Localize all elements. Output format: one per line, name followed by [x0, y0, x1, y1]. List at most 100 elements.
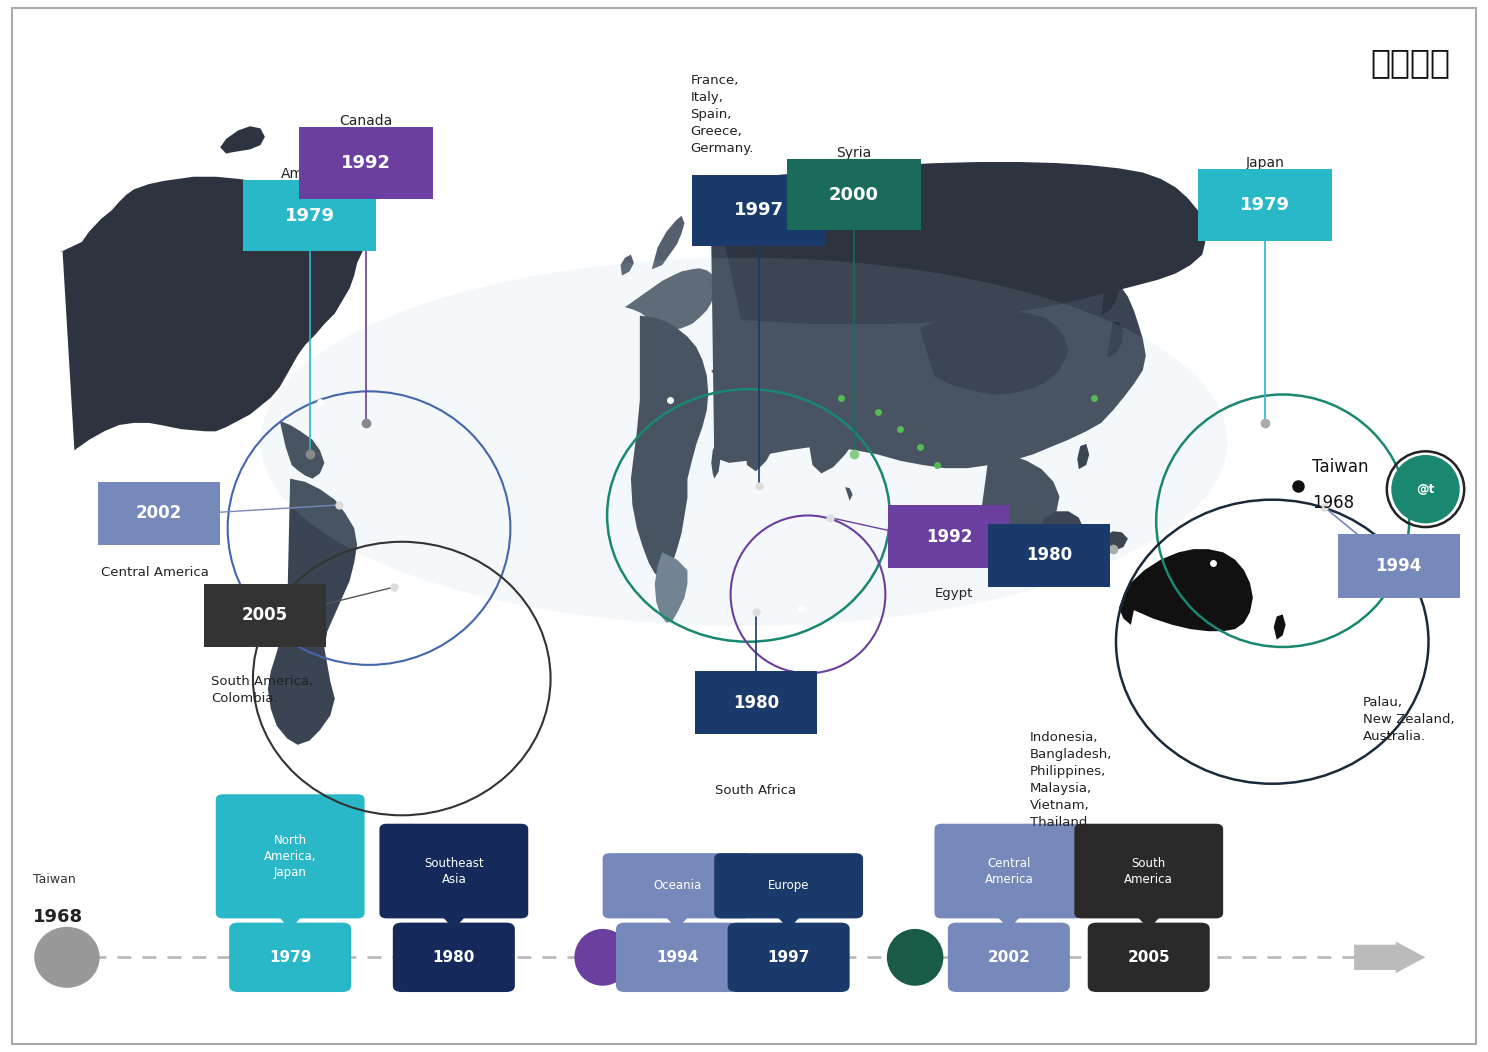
Polygon shape — [809, 377, 866, 473]
Polygon shape — [711, 223, 1146, 468]
FancyBboxPatch shape — [616, 923, 738, 992]
Polygon shape — [994, 913, 1024, 929]
Text: America: America — [281, 167, 338, 181]
Polygon shape — [631, 316, 708, 579]
Polygon shape — [711, 368, 777, 416]
Text: 1980: 1980 — [1027, 546, 1071, 565]
Polygon shape — [711, 444, 720, 479]
Text: 1968: 1968 — [33, 908, 83, 926]
Text: 1979: 1979 — [1240, 196, 1290, 215]
Text: Central
America: Central America — [985, 856, 1033, 886]
Polygon shape — [711, 162, 1205, 324]
FancyBboxPatch shape — [948, 923, 1070, 992]
Polygon shape — [625, 268, 717, 330]
FancyBboxPatch shape — [1198, 169, 1332, 241]
Text: Taiwan: Taiwan — [33, 873, 76, 886]
Ellipse shape — [260, 258, 1228, 626]
Text: 1994: 1994 — [1375, 557, 1423, 575]
Polygon shape — [1101, 282, 1119, 316]
Polygon shape — [845, 487, 853, 501]
Text: 1980: 1980 — [433, 950, 475, 965]
Polygon shape — [774, 913, 804, 929]
FancyBboxPatch shape — [229, 923, 351, 992]
Text: Syria: Syria — [836, 146, 872, 160]
Text: France,
Italy,
Spain,
Greece,
Germany.: France, Italy, Spain, Greece, Germany. — [690, 74, 754, 155]
Text: Canada: Canada — [339, 115, 393, 128]
Polygon shape — [1274, 614, 1286, 640]
Ellipse shape — [574, 929, 631, 986]
Text: 1979: 1979 — [269, 950, 311, 965]
Polygon shape — [1077, 444, 1089, 469]
Polygon shape — [275, 913, 305, 929]
Polygon shape — [652, 216, 684, 269]
Polygon shape — [439, 913, 469, 929]
FancyBboxPatch shape — [787, 159, 921, 230]
Text: 1992: 1992 — [341, 154, 391, 173]
Polygon shape — [979, 450, 1059, 545]
FancyBboxPatch shape — [98, 482, 220, 545]
Polygon shape — [655, 552, 687, 623]
Text: Taiwan: Taiwan — [1312, 458, 1369, 476]
Text: Japan: Japan — [1245, 157, 1284, 170]
FancyBboxPatch shape — [243, 180, 376, 251]
Ellipse shape — [887, 929, 943, 986]
Polygon shape — [60, 177, 375, 450]
Polygon shape — [1134, 913, 1164, 929]
Polygon shape — [1039, 511, 1083, 539]
Text: 2002: 2002 — [135, 504, 183, 523]
Polygon shape — [620, 255, 634, 276]
Text: North
America,
Japan: North America, Japan — [263, 834, 317, 878]
Text: 2002: 2002 — [988, 950, 1030, 965]
FancyBboxPatch shape — [934, 824, 1083, 918]
FancyBboxPatch shape — [692, 175, 826, 246]
FancyBboxPatch shape — [216, 794, 365, 918]
FancyBboxPatch shape — [379, 824, 528, 918]
Text: @t: @t — [1417, 483, 1434, 495]
Polygon shape — [268, 479, 357, 745]
Text: Southeast
Asia: Southeast Asia — [424, 856, 484, 886]
Text: Europe: Europe — [768, 879, 809, 892]
FancyBboxPatch shape — [888, 505, 1010, 568]
Text: 1968: 1968 — [1312, 494, 1354, 512]
FancyBboxPatch shape — [603, 853, 751, 918]
FancyBboxPatch shape — [1088, 923, 1210, 992]
FancyBboxPatch shape — [204, 584, 326, 647]
Polygon shape — [220, 126, 265, 154]
Polygon shape — [280, 421, 324, 479]
FancyArrow shape — [1354, 942, 1426, 973]
Text: 1997: 1997 — [734, 201, 784, 220]
Text: South America,
Colombia.: South America, Colombia. — [211, 675, 314, 706]
Text: South Africa: South Africa — [716, 784, 796, 796]
FancyBboxPatch shape — [728, 923, 850, 992]
FancyBboxPatch shape — [1338, 534, 1460, 598]
FancyBboxPatch shape — [1074, 824, 1223, 918]
Polygon shape — [1107, 322, 1123, 358]
Ellipse shape — [34, 927, 100, 988]
Text: Indonesia,
Bangladesh,
Philippines,
Malaysia,
Vietnam,
Thailand.: Indonesia, Bangladesh, Philippines, Mala… — [1030, 731, 1112, 829]
Text: 外錠資歷: 外錠資歷 — [1370, 46, 1451, 80]
Text: 2005: 2005 — [243, 606, 287, 625]
Text: 1992: 1992 — [926, 527, 973, 546]
Text: 1980: 1980 — [734, 693, 778, 712]
Text: Egypt: Egypt — [934, 587, 973, 600]
Text: Palau,
New Zealand,
Australia.: Palau, New Zealand, Australia. — [1363, 696, 1455, 744]
FancyBboxPatch shape — [695, 671, 817, 734]
FancyBboxPatch shape — [299, 127, 433, 199]
Text: 1979: 1979 — [284, 206, 335, 225]
Polygon shape — [741, 410, 777, 471]
Text: Oceania: Oceania — [653, 879, 701, 892]
FancyBboxPatch shape — [393, 923, 515, 992]
Text: 2005: 2005 — [1128, 950, 1170, 965]
Polygon shape — [662, 913, 692, 929]
FancyBboxPatch shape — [714, 853, 863, 918]
Text: 1994: 1994 — [656, 950, 698, 965]
Text: Central America: Central America — [101, 566, 208, 579]
Ellipse shape — [1391, 454, 1460, 523]
Polygon shape — [1098, 531, 1128, 553]
Text: 2000: 2000 — [829, 185, 879, 204]
Polygon shape — [920, 311, 1068, 394]
Text: South
America: South America — [1125, 856, 1173, 886]
Text: 1997: 1997 — [768, 950, 809, 965]
Polygon shape — [1119, 549, 1253, 631]
FancyBboxPatch shape — [988, 524, 1110, 587]
